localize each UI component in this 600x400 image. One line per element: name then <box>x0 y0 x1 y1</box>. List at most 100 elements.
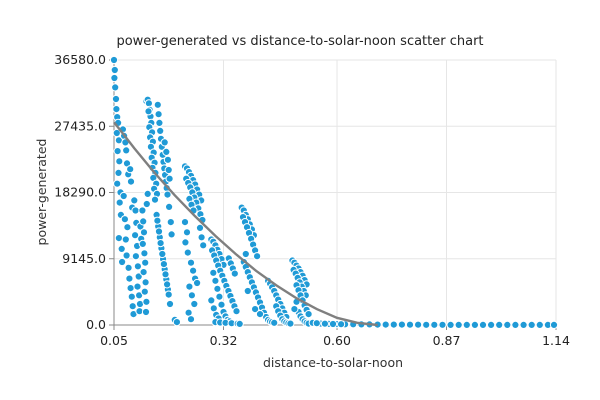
scatter-point <box>158 249 167 259</box>
scatter-point <box>114 168 123 177</box>
scatter-point <box>160 138 169 147</box>
scatter-point <box>110 73 119 83</box>
scatter-point <box>182 228 192 237</box>
scatter-point <box>142 199 151 209</box>
scatter-point <box>109 55 119 65</box>
points-series <box>109 55 559 329</box>
scatter-point <box>397 320 406 329</box>
scatter-point <box>115 157 124 166</box>
scatter-point <box>217 300 226 309</box>
scatter-point <box>119 191 128 201</box>
grid <box>113 59 557 326</box>
scatter-point <box>117 244 126 253</box>
trend-line <box>113 121 378 327</box>
scatter-point <box>139 228 149 237</box>
scatter-point <box>121 235 130 244</box>
scatter-point <box>478 320 488 329</box>
scatter-point <box>304 310 313 319</box>
scatter-point <box>186 315 196 324</box>
scatter-point <box>163 190 172 199</box>
scatter-point <box>144 107 153 116</box>
scatter-point <box>138 206 147 215</box>
scatter-point <box>165 174 174 183</box>
scatter-point <box>190 299 199 309</box>
scatter-point <box>189 266 198 275</box>
scatter-point <box>454 320 463 329</box>
scatter-point <box>123 223 132 232</box>
scatter-point <box>113 179 122 188</box>
scatter-point <box>213 284 222 293</box>
y-tick-label: 27435.0 <box>54 118 106 133</box>
x-tick-label: 1.14 <box>542 333 570 348</box>
x-tick-label: 0.60 <box>323 333 351 348</box>
scatter-point <box>118 257 127 267</box>
scatter-point <box>230 269 239 278</box>
scatter-point <box>159 260 168 269</box>
scatter-point <box>255 310 265 319</box>
scatter-point <box>140 287 149 296</box>
scatter-point <box>124 263 133 272</box>
scatter-point <box>162 147 171 156</box>
x-axis-label: distance-to-solar-noon <box>263 355 403 370</box>
scatter-point <box>133 262 142 271</box>
scatter-point <box>141 258 150 267</box>
scatter-point <box>209 268 218 277</box>
scatter-point <box>111 94 121 104</box>
scatter-point <box>143 189 152 198</box>
scatter-point <box>328 319 338 329</box>
scatter-point <box>128 302 137 311</box>
scatter-point <box>215 292 224 301</box>
scatter-point <box>126 165 135 174</box>
trend-line-series <box>113 121 378 327</box>
y-tick-label: 36580.0 <box>54 52 106 67</box>
scatter-point <box>381 320 390 329</box>
scatter-point <box>270 318 279 327</box>
scatter-point <box>133 282 142 291</box>
scatter-point <box>154 110 163 119</box>
scatter-point <box>112 128 121 138</box>
scatter-point <box>139 217 148 226</box>
scatter-point <box>155 118 164 128</box>
scatter-point <box>113 147 122 156</box>
scatter-point <box>135 291 144 300</box>
scatter-point <box>163 155 172 164</box>
scatter-point <box>183 248 192 257</box>
scatter-point <box>150 195 160 204</box>
scatter-point <box>156 239 165 248</box>
scatter-point <box>470 320 479 329</box>
scatter-point <box>165 299 175 309</box>
scatter-point <box>186 258 196 267</box>
scatter-point <box>195 223 205 232</box>
y-axis-label: power-generated <box>34 139 49 246</box>
x-tick-label: 0.32 <box>210 333 238 348</box>
scatter-point <box>163 280 172 289</box>
scatter-point <box>438 320 447 329</box>
scatter-point <box>422 320 431 329</box>
scatter-point <box>549 320 559 329</box>
scatter-point <box>127 292 136 301</box>
scatter-point <box>112 105 121 114</box>
scatter-point <box>180 218 190 227</box>
scatter-point <box>187 291 196 300</box>
scatter-point <box>172 318 181 327</box>
scatter-point <box>414 320 423 329</box>
scatter-point <box>153 100 162 109</box>
scatter-point <box>207 296 216 305</box>
scatter-point <box>389 320 398 329</box>
scatter-point <box>527 320 536 329</box>
scatter-point <box>185 282 194 291</box>
y-tick-label: 9145.0 <box>62 251 106 266</box>
scatter-point <box>156 126 165 135</box>
scatter-point <box>405 320 415 329</box>
x-tick-label: 0.87 <box>433 333 461 348</box>
scatter-point <box>199 241 208 250</box>
scatter-point <box>120 215 130 224</box>
scatter-point <box>114 234 124 243</box>
y-tick-label: 18290.0 <box>54 185 106 200</box>
scatter-point <box>125 274 134 283</box>
scatter-point <box>535 320 544 329</box>
scatter-point <box>251 305 260 314</box>
scatter-point <box>211 276 220 285</box>
scatter-point <box>232 307 241 316</box>
